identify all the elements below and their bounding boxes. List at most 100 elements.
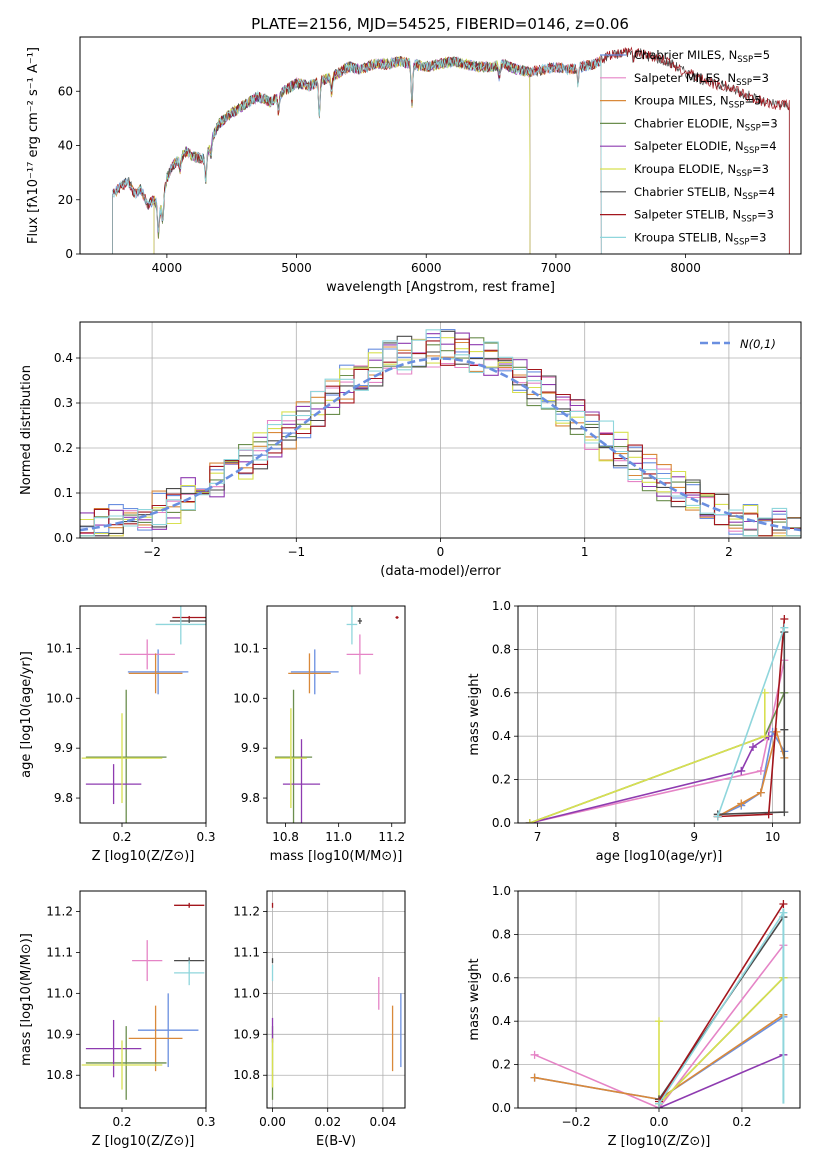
legend-entry: Salpeter ELODIE, NSSP=4 <box>634 139 777 156</box>
x-axis-label: Z [log10(Z/Z⊙)] <box>608 1134 711 1149</box>
age_vs_Z-axes: 0.2 0.3 9.8 9.9 10.0 10.1 Z [log10(Z/Z⊙)] age [… <box>19 605 216 864</box>
weight-line <box>529 660 786 823</box>
x-tick-label: 0.2 <box>112 830 131 844</box>
y-axis-label: age [log10(age/yr)] <box>19 651 34 778</box>
legend-entry: Chabrier MILES, NSSP=5 <box>634 48 770 65</box>
y-tick-label: 10.8 <box>233 1068 260 1082</box>
mass_vs_Z-axes: 0.2 0.3 10.8 10.9 11.0 11.1 11.2 Z [log10(Z/Z⊙)… <box>19 890 216 1149</box>
x-tick-label: 11.2 <box>378 830 405 844</box>
x-tick-label: −1 <box>287 545 305 559</box>
legend-entry: Salpeter STELIB, NSSP=3 <box>634 208 774 225</box>
weight-line <box>534 944 785 1108</box>
x-tick-label: 8 <box>612 830 620 844</box>
legend-entry: N(0,1) <box>740 337 776 351</box>
y-tick-label: 11.0 <box>46 986 73 1000</box>
y-tick-label: 0 <box>65 247 73 261</box>
y-tick-label: 40 <box>58 139 73 153</box>
weight-marker <box>655 1099 663 1108</box>
weight-marker <box>780 615 789 624</box>
weight-marker <box>713 812 722 821</box>
y-tick-label: 0.0 <box>54 531 73 545</box>
y-tick-label: 9.9 <box>54 741 73 755</box>
axes-frame <box>266 605 406 824</box>
legend-count: =3 <box>761 116 778 130</box>
weight-marker <box>764 810 773 819</box>
legend-subscript: SSP <box>736 78 752 88</box>
weight-marker <box>756 788 765 797</box>
y-tick-label: 9.8 <box>241 791 260 805</box>
y-tick-label: 10.1 <box>233 641 260 655</box>
weight-line <box>529 692 766 823</box>
y-tick-label: 9.9 <box>241 741 260 755</box>
histogram-step <box>80 329 801 537</box>
legend-subscript: SSP <box>745 123 761 133</box>
weight-marker <box>760 732 769 741</box>
x-tick-label: 7 <box>534 830 542 844</box>
weight-marker <box>780 808 789 817</box>
x-tick-label: −0.2 <box>561 1115 590 1129</box>
histogram-step <box>80 337 801 537</box>
x-tick-label: 0.0 <box>649 1115 668 1129</box>
y-axis-label: Flux [fλ10⁻¹⁷ erg cm⁻² s⁻¹ A⁻¹] <box>26 47 41 244</box>
weight-marker <box>780 725 789 734</box>
mass_vs_ebv-plot <box>271 902 402 1100</box>
weight-line <box>658 977 784 1106</box>
legend-subscript: SSP <box>729 101 745 111</box>
x-tick-label: 1 <box>581 545 589 559</box>
axes-frame <box>266 890 406 1109</box>
spectrum-line <box>112 56 602 254</box>
x-tick-label: 0.2 <box>732 1115 751 1129</box>
legend: Chabrier MILES, NSSP=5 Salpeter MILES, NS… <box>600 48 778 247</box>
x-tick-label: 0.3 <box>196 1115 215 1129</box>
age_vs_Z-plot <box>81 606 206 823</box>
x-axis-label: wavelength [Angstrom, rest frame] <box>326 280 555 295</box>
x-tick-label: −2 <box>143 545 161 559</box>
figure-title: PLATE=2156, MJD=54525, FIBERID=0146, z=0… <box>251 15 629 33</box>
y-tick-label: 0.4 <box>492 1014 511 1028</box>
y-tick-label: 10.8 <box>46 1068 73 1082</box>
y-tick-label: 0.6 <box>492 686 511 700</box>
x-tick-label: 0.2 <box>112 1115 131 1129</box>
y-tick-label: 10.0 <box>233 691 260 705</box>
legend-count: =3 <box>752 71 769 85</box>
y-tick-label: 11.1 <box>233 945 260 959</box>
mass_vs_Z-plot <box>81 902 205 1100</box>
y-tick-label: 9.8 <box>54 791 73 805</box>
y-tick-label: 10.1 <box>46 641 73 655</box>
legend-subscript: SSP <box>734 237 750 247</box>
weight-marker <box>780 623 789 632</box>
x-tick-label: 0 <box>437 545 445 559</box>
spectrum-line <box>153 56 531 254</box>
legend-count: =5 <box>753 48 770 62</box>
x-tick-label: 8000 <box>670 261 701 275</box>
axes-frame <box>517 605 801 824</box>
weight-marker <box>779 900 788 909</box>
y-tick-label: 0.3 <box>54 396 73 410</box>
weight-marker <box>530 1050 539 1059</box>
x-axis-label: Z [log10(Z/Z⊙)] <box>92 1134 195 1149</box>
legend-count: =5 <box>744 94 761 108</box>
weight_vs_Z-plot <box>530 900 788 1108</box>
legend-entry: Chabrier ELODIE, NSSP=3 <box>634 116 778 133</box>
x-axis-label: Z [log10(Z/Z⊙)] <box>92 849 195 864</box>
legend-entry: Kroupa MILES, NSSP=5 <box>634 94 761 111</box>
y-tick-label: 0.0 <box>492 1101 511 1115</box>
y-tick-label: 0.8 <box>492 642 511 656</box>
weight-line <box>529 692 786 823</box>
legend-entry: Salpeter MILES, NSSP=3 <box>634 71 769 88</box>
spectrum-line <box>112 46 790 254</box>
x-tick-label: 6000 <box>411 261 442 275</box>
axes-frame <box>517 890 801 1109</box>
y-tick-label: 1.0 <box>492 884 511 898</box>
y-tick-label: 0.4 <box>54 351 73 365</box>
legend-count: =3 <box>749 230 766 244</box>
y-axis-label: Normed distribution <box>19 365 34 495</box>
x-tick-label: 7000 <box>541 261 572 275</box>
y-axis-label: mass [log10(M/M⊙)] <box>19 933 34 1066</box>
x-axis-label: age [log10(age/yr)] <box>596 849 723 864</box>
x-axis-label: E(B-V) <box>316 1134 356 1149</box>
legend-count: =4 <box>760 139 777 153</box>
legend-subscript: SSP <box>737 55 753 65</box>
legend-subscript: SSP <box>744 146 760 156</box>
y-tick-label: 11.2 <box>233 904 260 918</box>
